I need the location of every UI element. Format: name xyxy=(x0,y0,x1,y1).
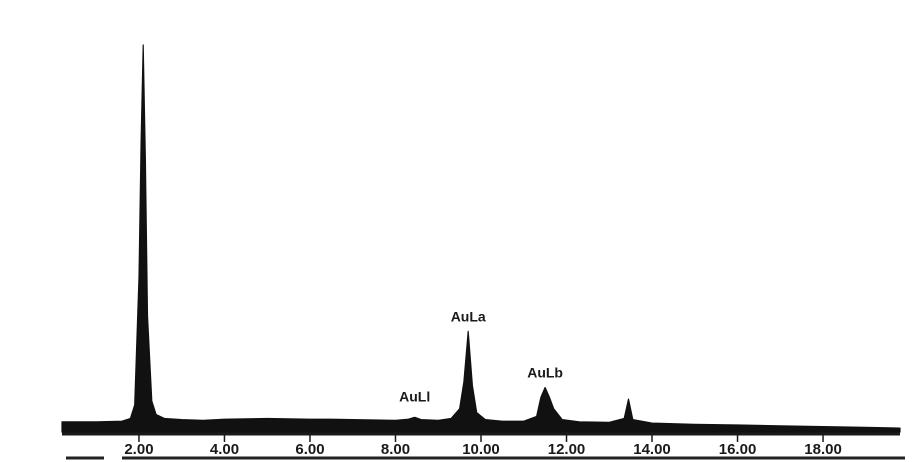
plot-area xyxy=(61,44,901,433)
x-tick-label: 14.00 xyxy=(633,441,671,458)
peak-label-aulb: AuLb xyxy=(527,365,563,381)
x-tick-label: 12.00 xyxy=(548,441,586,458)
x-tick-label: 16.00 xyxy=(719,441,757,458)
x-tick-label: 10.00 xyxy=(462,441,500,458)
x-tick-label: 4.00 xyxy=(210,441,239,458)
spectrum-trace xyxy=(61,44,901,433)
peak-label-aula: AuLa xyxy=(451,308,486,324)
peak-labels: AuLl AuLa AuLb xyxy=(399,308,563,404)
x-tick-label: 6.00 xyxy=(295,441,324,458)
x-tick-label: 18.00 xyxy=(804,441,842,458)
peak-label-aull: AuLl xyxy=(399,388,430,404)
x-tick-label: 8.00 xyxy=(381,441,410,458)
x-tick-label: 2.00 xyxy=(124,441,153,458)
x-axis: 2.00 4.00 6.00 8.00 10.00 12.00 14.00 16.00 18.0… xyxy=(62,432,905,460)
